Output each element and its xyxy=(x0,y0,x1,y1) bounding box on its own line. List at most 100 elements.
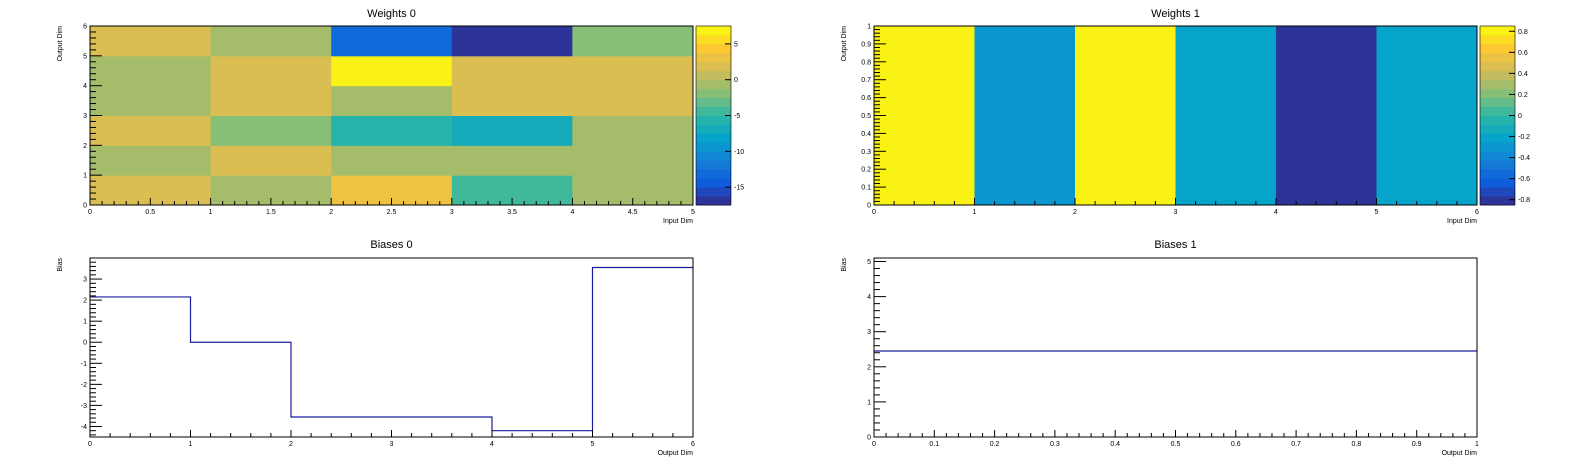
heatmap-cell xyxy=(210,55,332,87)
y-tick-label: 6 xyxy=(83,24,87,31)
x-tick-label: 4.5 xyxy=(628,209,638,216)
x-tick-label: 0.5 xyxy=(1171,441,1181,448)
colorbar-swatch xyxy=(696,178,731,188)
heatmap-cell xyxy=(90,145,212,176)
colorbar-tick-label: -0.2 xyxy=(1518,134,1530,141)
x-tick-label: 3 xyxy=(1174,209,1178,216)
plot-frame xyxy=(89,257,694,438)
colorbar-swatch xyxy=(1480,151,1515,161)
heatmap-cell xyxy=(90,26,212,57)
y-tick-label: 0.3 xyxy=(861,149,871,156)
y-axis-label: Bias xyxy=(57,258,64,272)
heatmap-cell xyxy=(210,145,332,176)
y-tick-label: 0.2 xyxy=(861,167,871,174)
heatmap-cell xyxy=(210,115,332,146)
colorbar-swatch xyxy=(696,61,731,72)
y-tick-label: -4 xyxy=(81,424,87,431)
colorbar-swatch xyxy=(1480,70,1515,81)
x-tick-label: 5 xyxy=(691,209,695,216)
heatmap-cell xyxy=(874,26,975,206)
y-tick-label: 0 xyxy=(867,203,871,210)
x-tick-label: 0.6 xyxy=(1231,441,1241,448)
heatmap-cell xyxy=(90,85,212,116)
x-tick-label: 1 xyxy=(973,209,977,216)
x-axis-label: Input Dim xyxy=(663,218,693,225)
x-tick-label: 0 xyxy=(872,441,876,448)
colorbar-swatch xyxy=(1480,142,1515,152)
y-tick-label: -2 xyxy=(81,382,87,389)
colorbar-swatch xyxy=(1480,169,1515,179)
y-tick-label: 0.6 xyxy=(861,95,871,102)
colorbar-tick-label: -10 xyxy=(734,149,744,156)
x-tick-label: 4 xyxy=(570,209,574,216)
colorbar-swatch xyxy=(696,151,731,161)
heatmap-cell xyxy=(451,145,573,176)
y-tick-label: 4 xyxy=(867,294,871,301)
heatmap-cell xyxy=(451,55,573,87)
y-tick-label: 0 xyxy=(83,340,87,347)
y-tick-label: 1 xyxy=(867,24,871,31)
heatmap-cell xyxy=(451,115,573,146)
heatmap-cell xyxy=(331,55,453,87)
x-tick-label: 1.5 xyxy=(266,209,276,216)
heatmap-cell xyxy=(1376,26,1478,206)
y-tick-label: 3 xyxy=(83,277,87,284)
x-tick-label: 5 xyxy=(591,441,595,448)
y-tick-label: 0.8 xyxy=(861,59,871,66)
colorbar-swatch xyxy=(1480,115,1515,125)
heatmap-cell xyxy=(572,115,694,146)
colorbar-swatch xyxy=(1480,61,1515,72)
colorbar-swatch xyxy=(696,160,731,170)
x-axis-label: Input Dim xyxy=(1447,218,1477,225)
colorbar-swatch xyxy=(1480,160,1515,170)
colorbar-tick-label: 0.6 xyxy=(1518,50,1528,57)
x-tick-label: 0.8 xyxy=(1352,441,1362,448)
colorbar-swatch xyxy=(696,52,731,63)
y-tick-label: 2 xyxy=(867,364,871,371)
colorbar-tick-label: 0.8 xyxy=(1518,29,1528,36)
heatmap-cell xyxy=(1276,26,1377,206)
colorbar-tick-label: -0.6 xyxy=(1518,176,1530,183)
biases0-panel: 0 1 2 3 4 5 6 -4 -3 -2 -1 0 1 2 3 Biases 0 Output Dim Bia… xyxy=(57,239,695,457)
colorbar-swatch xyxy=(1480,124,1515,134)
x-tick-label: 4 xyxy=(1274,209,1278,216)
y-tick-label: 3 xyxy=(867,329,871,336)
y-tick-label: 2 xyxy=(83,298,87,305)
colorbar-swatch xyxy=(1480,187,1515,197)
x-tick-label: 0.5 xyxy=(145,209,155,216)
colorbar-swatch xyxy=(696,196,731,206)
x-tick-label: 0 xyxy=(88,441,92,448)
x-axis-label: Output Dim xyxy=(658,450,694,457)
chart-title: Weights 1 xyxy=(1151,8,1200,20)
colorbar-tick-label: -0.8 xyxy=(1518,197,1530,204)
y-axis-label: Output Dim xyxy=(57,26,64,62)
heatmap-cell xyxy=(90,55,212,87)
colorbar-swatch xyxy=(1480,79,1515,90)
heatmap-cell xyxy=(210,26,332,57)
y-tick-label: 1 xyxy=(83,319,87,326)
x-tick-label: 5 xyxy=(1375,209,1379,216)
heatmap-cell xyxy=(572,85,694,116)
y-tick-label: 0 xyxy=(867,435,871,442)
colorbar-swatch xyxy=(696,133,731,143)
x-tick-label: 2.5 xyxy=(387,209,397,216)
x-tick-label: 3.5 xyxy=(507,209,517,216)
colorbar-swatch xyxy=(696,70,731,81)
colorbar-swatch xyxy=(1480,196,1515,206)
colorbar-swatch xyxy=(1480,106,1515,116)
heatmap-cell xyxy=(331,115,453,146)
colorbar-tick-label: -5 xyxy=(734,113,740,120)
y-tick-label: 5 xyxy=(867,259,871,266)
colorbar-swatch xyxy=(1480,88,1515,98)
y-axis-label: Output Dim xyxy=(841,26,848,62)
colorbar-swatch xyxy=(696,26,731,36)
x-tick-label: 3 xyxy=(390,441,394,448)
colorbar-swatch xyxy=(1480,43,1515,54)
x-tick-label: 0.4 xyxy=(1110,441,1120,448)
colorbar-tick-label: 0.4 xyxy=(1518,71,1528,78)
colorbar-tick-label: -0.4 xyxy=(1518,155,1530,162)
heatmap-cell xyxy=(572,26,694,57)
colorbar-swatch xyxy=(696,34,731,45)
x-tick-label: 1 xyxy=(1475,441,1479,448)
chart-title: Biases 0 xyxy=(370,239,412,251)
